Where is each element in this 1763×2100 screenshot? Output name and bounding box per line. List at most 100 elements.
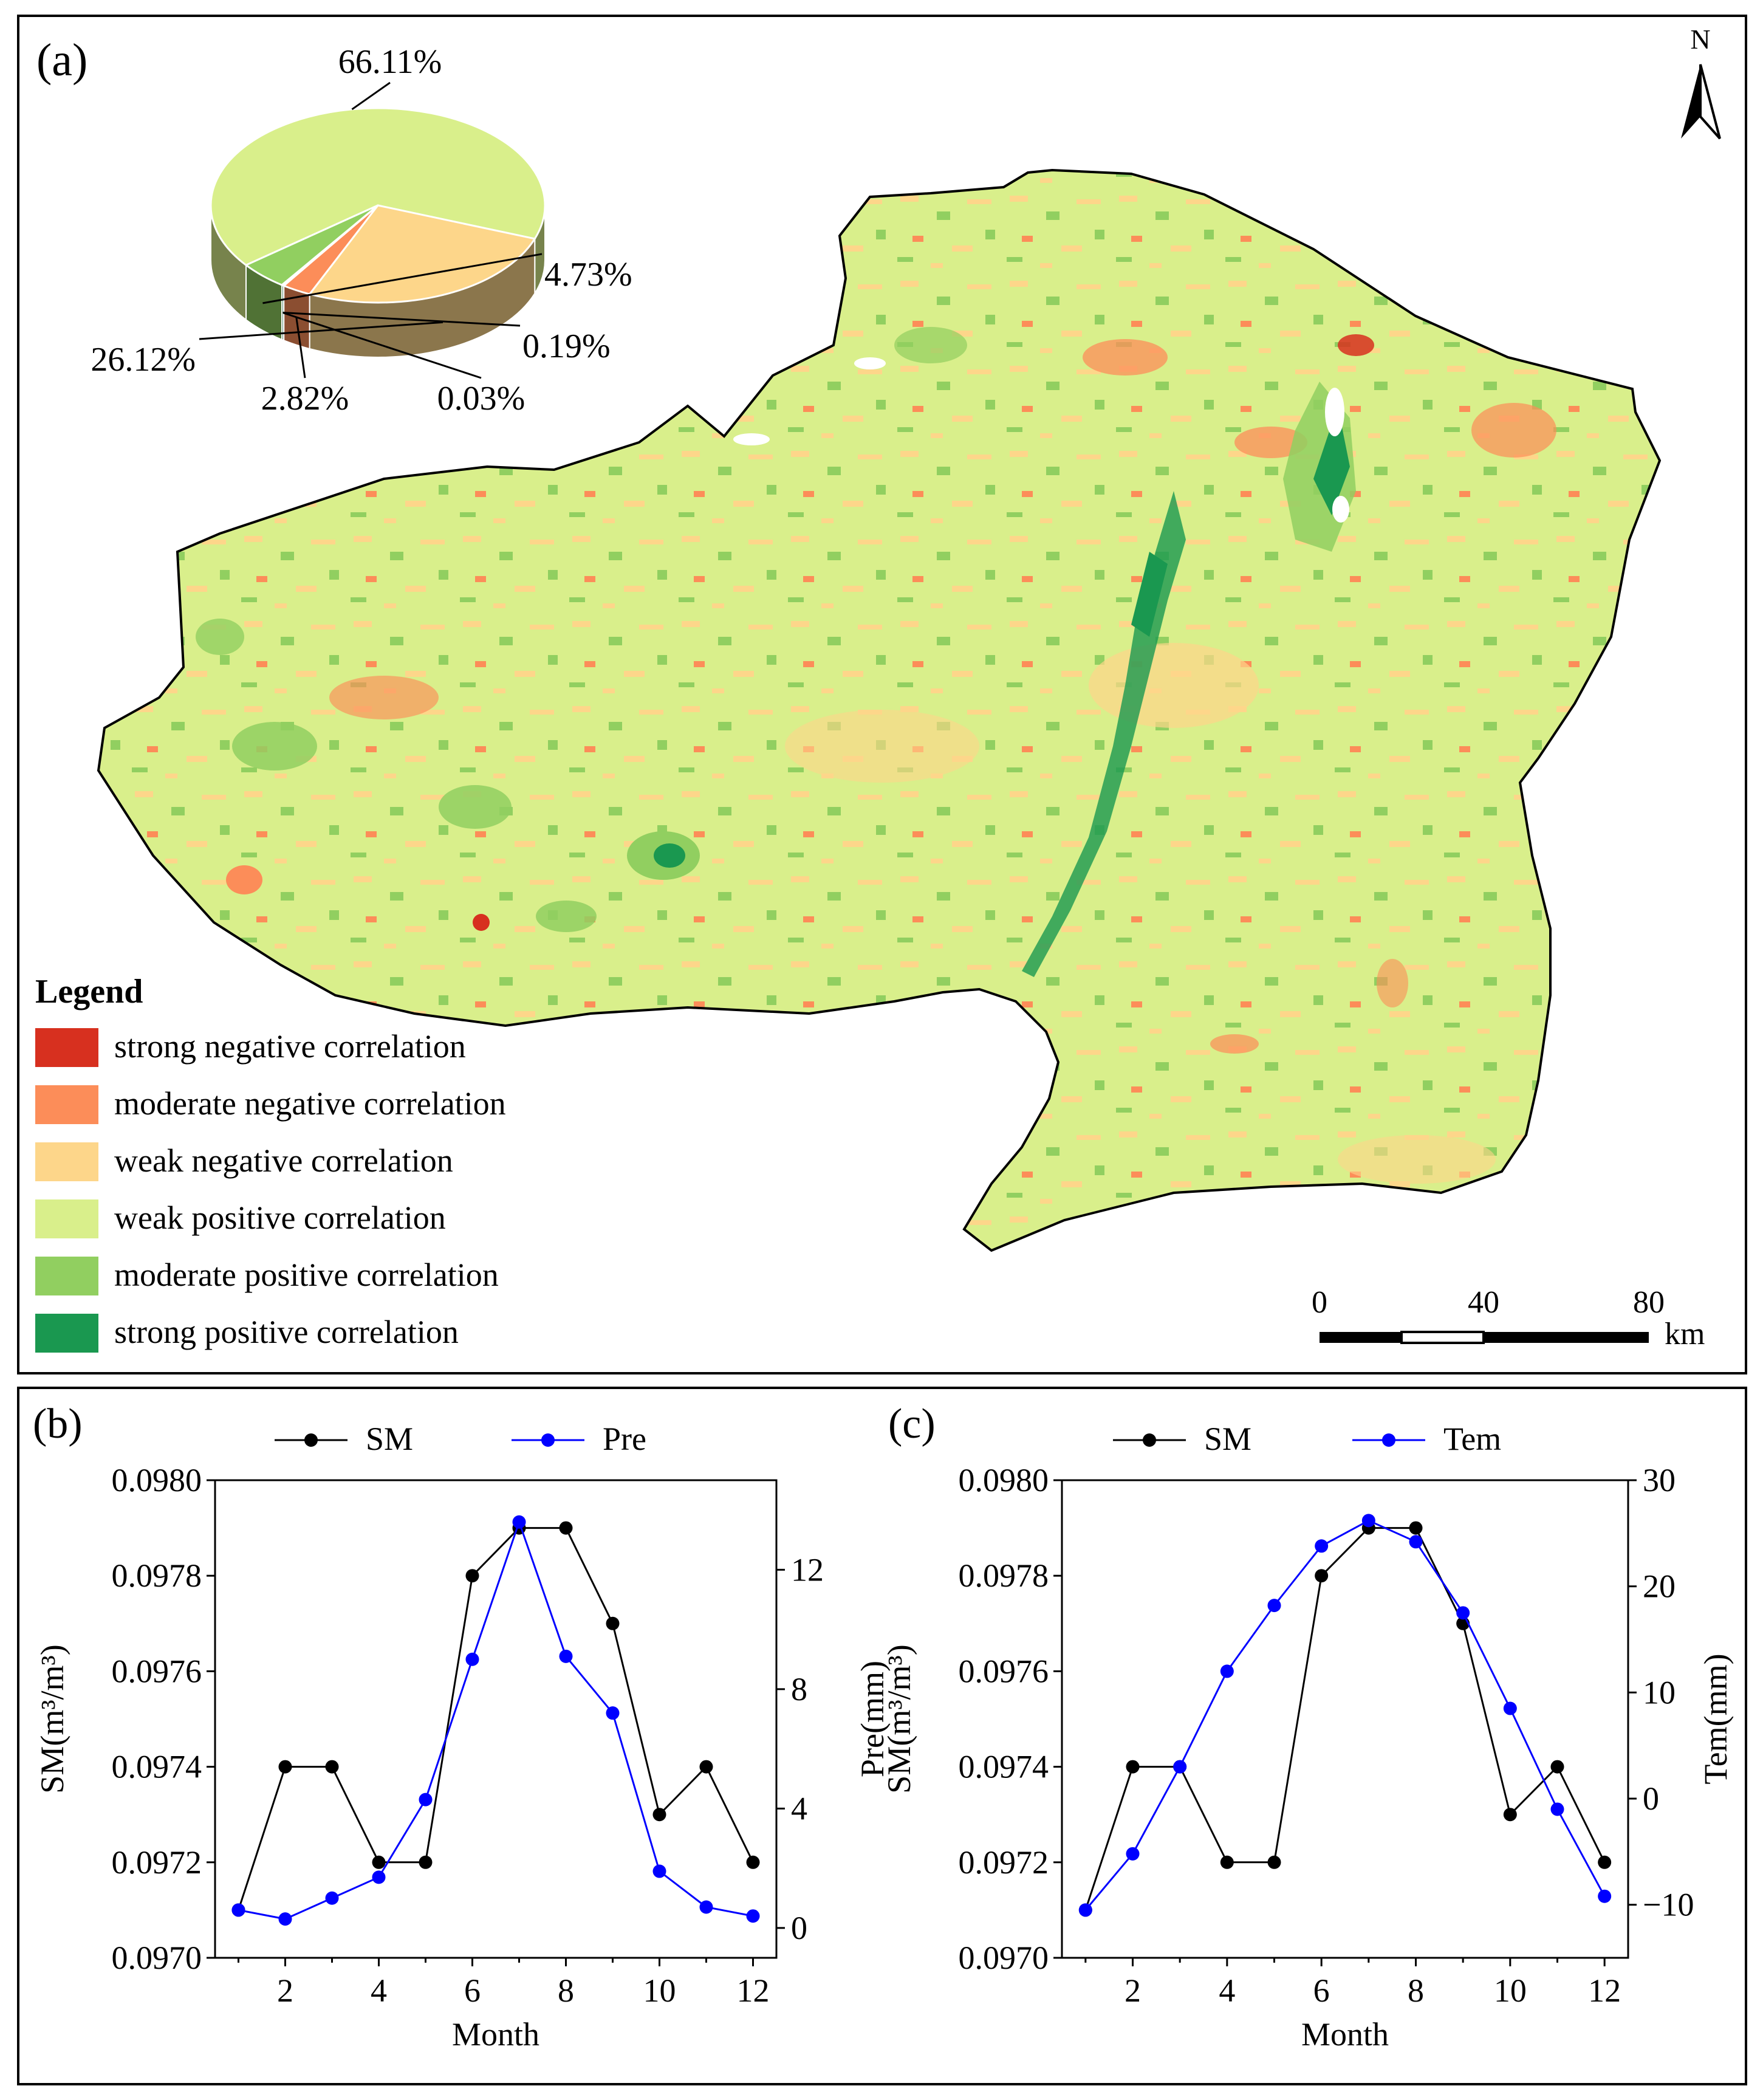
- y-right-axis-label: Tem(mm): [1697, 1653, 1734, 1784]
- legend-marker: [304, 1433, 318, 1447]
- data-point-pre: [231, 1903, 245, 1917]
- series-line-sm: [238, 1527, 754, 1910]
- pie-value-label: 4.73%: [544, 256, 632, 293]
- data-point-tem: [1550, 1802, 1564, 1816]
- y-left-tick-label: 0.0972: [112, 1844, 202, 1881]
- series-line-tem: [1084, 1519, 1606, 1911]
- data-point-tem: [1503, 1701, 1517, 1715]
- scale-tick-80: 80: [1633, 1285, 1665, 1320]
- map-svg: (a) N: [35, 24, 1721, 1353]
- legend-swatch: [35, 1314, 98, 1353]
- x-tick-label: 2: [1125, 1972, 1141, 2009]
- data-point-pre: [652, 1864, 666, 1878]
- scale-unit: km: [1665, 1317, 1705, 1351]
- data-point-pre: [465, 1652, 479, 1666]
- y-left-tick-label: 0.0974: [959, 1749, 1049, 1785]
- legend-series-label: SM: [1204, 1421, 1251, 1457]
- y-left-tick-label: 0.0978: [959, 1557, 1049, 1594]
- data-point-tem: [1409, 1535, 1423, 1549]
- north-arrow: N: [1681, 24, 1721, 140]
- y-left-tick-label: 0.0970: [959, 1940, 1049, 1976]
- y-left-tick-label: 0.0970: [112, 1940, 202, 1976]
- data-point-pre: [325, 1891, 339, 1905]
- pie-value-label: 66.11%: [338, 43, 442, 81]
- legend-swatch: [35, 1257, 98, 1295]
- x-tick-label: 6: [1313, 1972, 1330, 2009]
- data-point-sm: [559, 1521, 573, 1535]
- data-point-tem: [1220, 1664, 1234, 1678]
- data-point-sm: [465, 1569, 479, 1583]
- pie-slice: [308, 204, 536, 304]
- data-point-tem: [1456, 1606, 1470, 1620]
- y-left-tick-label: 0.0974: [112, 1749, 202, 1785]
- x-tick-label: 12: [737, 1972, 770, 2009]
- plot-frame: [1061, 1479, 1629, 1959]
- x-axis-label: Month: [1301, 2016, 1389, 2053]
- data-point-sm: [1598, 1855, 1612, 1869]
- y-right-axis-label: Pre(mm): [854, 1661, 891, 1777]
- data-point-tem: [1361, 1514, 1375, 1528]
- legend-label: weak negative correlation: [114, 1142, 453, 1179]
- charts-svg: (b) 2 4 6 8 10 12 Month 0.0970 0.0972 0.0974 0.0976…: [33, 1401, 1734, 2053]
- y-right-tick-label: 4: [791, 1790, 807, 1827]
- pie-leader-line: [351, 81, 391, 111]
- legend-marker: [1143, 1433, 1156, 1447]
- y-left-tick-label: 0.0976: [112, 1653, 202, 1689]
- data-point-pre: [512, 1515, 526, 1529]
- map-legend: Legend strong negative correlation modera…: [35, 973, 506, 1353]
- chart-b: (b) 2 4 6 8 10 12 Month 0.0970 0.0972 0.0974 0.0976…: [33, 1401, 891, 2053]
- data-point-sm: [278, 1760, 292, 1774]
- panel-label-a: (a): [36, 35, 87, 86]
- data-point-sm: [1315, 1569, 1329, 1583]
- pie-value-label: 26.12%: [91, 341, 196, 379]
- pie-leader-line: [295, 317, 306, 379]
- scale-bar: 0 40 80 km: [1312, 1285, 1705, 1351]
- y-left-axis-label: SM(m³/m³): [34, 1644, 70, 1793]
- charts-panel: (b) 2 4 6 8 10 12 Month 0.0970 0.0972 0.0974 0.0976…: [17, 1387, 1747, 2085]
- legend-marker: [1382, 1433, 1395, 1447]
- x-tick-label: 2: [277, 1972, 293, 2009]
- legend-swatch: [35, 1142, 98, 1181]
- scale-tick-40: 40: [1468, 1285, 1499, 1320]
- legend-series-label: Pre: [603, 1421, 646, 1457]
- panel-label: (c): [888, 1401, 936, 1447]
- y-left-tick-label: 0.0978: [112, 1557, 202, 1594]
- data-point-tem: [1315, 1539, 1329, 1553]
- legend-label: moderate positive correlation: [114, 1257, 499, 1293]
- y-left-tick-label: 0.0980: [112, 1462, 202, 1498]
- data-point-sm: [606, 1616, 620, 1630]
- x-tick-label: 4: [371, 1972, 387, 2009]
- y-right-tick-label: 30: [1643, 1462, 1676, 1498]
- data-point-pre: [699, 1900, 713, 1914]
- pie-value-label: 0.03%: [437, 380, 525, 417]
- y-left-tick-label: 0.0972: [959, 1844, 1049, 1881]
- y-left-tick-label: 0.0980: [959, 1462, 1049, 1498]
- data-point-tem: [1173, 1760, 1187, 1774]
- data-point-pre: [278, 1912, 292, 1926]
- y-right-tick-label: 10: [1643, 1674, 1676, 1711]
- x-tick-label: 12: [1588, 1972, 1621, 2009]
- data-point-sm: [419, 1855, 433, 1869]
- legend-swatch: [35, 1028, 98, 1067]
- legend-swatch: [35, 1085, 98, 1124]
- y-right-tick-label: 8: [791, 1671, 807, 1707]
- x-tick-label: 8: [558, 1972, 574, 2009]
- legend-label: strong negative correlation: [114, 1028, 466, 1065]
- pie-slice: [210, 107, 546, 267]
- x-axis-label: Month: [452, 2016, 539, 2053]
- data-point-tem: [1267, 1599, 1281, 1613]
- pie-leader-line: [283, 312, 482, 379]
- legend-label: weak positive correlation: [114, 1199, 446, 1236]
- legend-swatch: [35, 1199, 98, 1238]
- y-left-axis-label: SM(m³/m³): [881, 1644, 917, 1793]
- pie-leader-line: [282, 312, 521, 327]
- panel-label: (b): [33, 1401, 83, 1447]
- north-arrow-label: N: [1690, 24, 1710, 55]
- y-right-tick-label: 12: [791, 1551, 824, 1588]
- data-point-sm: [325, 1760, 339, 1774]
- series-line-pre: [238, 1519, 753, 1920]
- pie-leader-line: [199, 321, 443, 340]
- data-point-sm: [1267, 1855, 1281, 1869]
- y-left-tick-label: 0.0976: [959, 1653, 1049, 1689]
- pie-chart: 66.11% 26.12% 2.82% 0.03% 0.19% 4.73%: [91, 43, 632, 417]
